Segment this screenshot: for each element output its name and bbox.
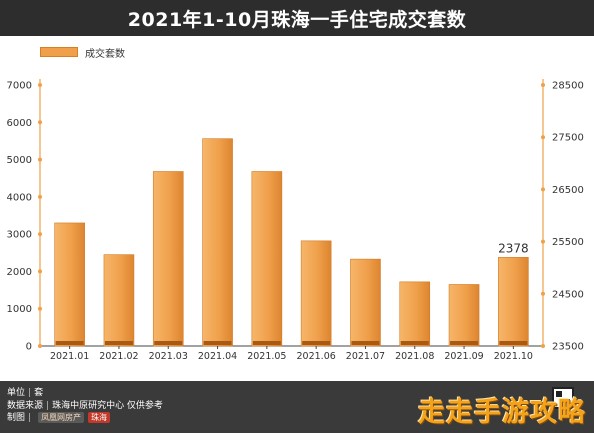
footer-source-line: 数据来源 | 珠海中原研究中心 仅供参考 (7, 400, 163, 411)
bar-base (302, 341, 331, 345)
y2-tick-label: 26500 (552, 185, 584, 196)
y-tick-label: 0 (26, 342, 32, 353)
bar (103, 254, 135, 347)
chart-legend: 成交套数 (40, 45, 125, 60)
bar-base (203, 341, 232, 345)
chart-title: 2021年1-10月珠海一手住宅成交套数 (0, 0, 594, 36)
y2-tick-label: 24500 (552, 289, 584, 300)
footer-unit-value: 套 (34, 388, 44, 398)
y-tick-mark (38, 344, 42, 348)
y-tick-mark (38, 157, 42, 162)
y-tick-label: 6000 (7, 118, 32, 129)
y2-tick-label: 28500 (552, 81, 584, 92)
y2-tick-mark (541, 83, 545, 87)
bar-base (499, 341, 528, 345)
data-label: 2378 (498, 241, 529, 255)
x-tick-label: 2021.07 (346, 351, 385, 362)
bar (350, 258, 381, 347)
bar (251, 171, 283, 347)
footer-unit-label: 单位 (7, 388, 26, 398)
legend-label: 成交套数 (85, 48, 125, 60)
bar (152, 171, 184, 347)
x-tick-label: 2021.05 (247, 351, 286, 362)
y-tick-mark (38, 194, 42, 199)
bar-base (55, 341, 84, 345)
x-tick-label: 2021.06 (297, 351, 336, 362)
x-tick-label: 2021.09 (444, 351, 483, 362)
x-tick-label: 2021.10 (494, 351, 533, 362)
footer-source-value: 珠海中原研究中心 仅供参考 (52, 400, 163, 411)
y-tick-mark (38, 120, 42, 125)
y2-tick-label: 23500 (552, 342, 584, 353)
bar (448, 284, 480, 347)
bar-chart: 0 1000 2000 3000 4000 5000 6000 7000 23500 24500 2… (7, 79, 584, 362)
y-tick-label: 1000 (7, 304, 32, 315)
y2-tick-label: 27500 (552, 133, 584, 144)
bar-base (154, 341, 183, 345)
bar-base (351, 341, 380, 345)
bar (202, 138, 233, 347)
y-tick-label: 7000 (7, 81, 32, 92)
y-tick-mark (38, 83, 42, 87)
x-tick-label: 2021.04 (198, 351, 237, 362)
x-tick-label: 2021.08 (395, 351, 434, 362)
bar-base (104, 341, 133, 345)
y2-tick-mark (541, 135, 545, 140)
footer-made-by-label: 制图 (7, 413, 26, 423)
x-tick-label: 2021.02 (99, 351, 138, 362)
qr-code-icon (552, 387, 574, 409)
footer-made-by-line: 制图 | 凤凰网房产 珠海 (7, 412, 594, 425)
y2-tick-label: 25500 (552, 237, 584, 248)
footer-unit-line: 单位 | 套 (7, 388, 44, 398)
y-tick-label: 5000 (7, 155, 32, 166)
source-logo: 凤凰网房产 (38, 412, 85, 423)
y2-tick-mark (541, 344, 545, 348)
y-tick-mark (38, 306, 42, 311)
y2-tick-mark (541, 187, 545, 192)
y-tick-label: 2000 (7, 267, 32, 278)
bar-base (400, 341, 429, 345)
y-tick-label: 3000 (7, 230, 32, 241)
y-tick-mark (38, 232, 42, 237)
bar (498, 257, 529, 347)
x-tick-label: 2021.03 (149, 351, 188, 362)
bar-base (450, 341, 479, 345)
footer-source-label: 数据来源 (7, 400, 44, 411)
bar-base (252, 341, 281, 345)
region-logo: 珠海 (88, 412, 111, 423)
y-tick-label: 4000 (7, 192, 32, 203)
y2-tick-mark (541, 239, 545, 244)
bar (54, 222, 85, 347)
bar (399, 281, 431, 347)
footer: 单位 | 套 数据来源 | 珠海中原研究中心 仅供参考 制图 | 凤凰网房产 珠海 (0, 381, 594, 433)
bar (300, 240, 332, 347)
legend-swatch (40, 47, 78, 57)
corner-watermark: 走走手游攻略 (418, 397, 586, 428)
y2-tick-mark (541, 291, 545, 296)
y-tick-mark (38, 269, 42, 274)
x-tick-label: 2021.01 (50, 351, 89, 362)
